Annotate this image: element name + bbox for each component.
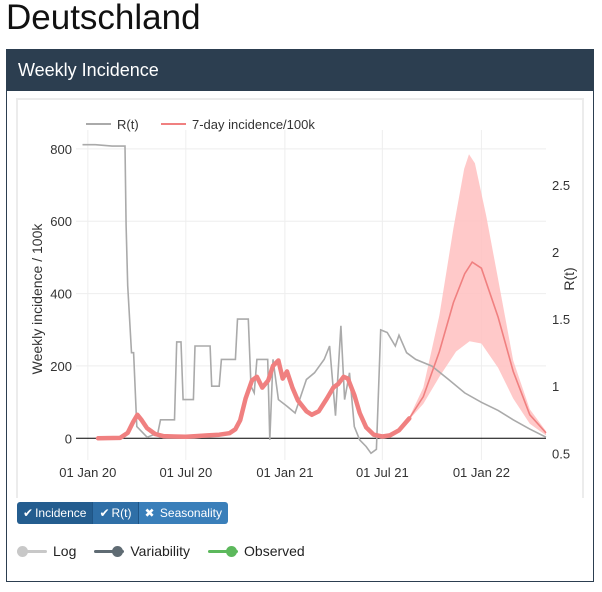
- incidence-button[interactable]: ✔ Incidence: [17, 502, 94, 524]
- y-tick-label: 0: [65, 431, 72, 446]
- y2-tick-label: 1.5: [552, 312, 570, 327]
- y2-tick-label: 2.5: [552, 178, 570, 193]
- page-title: Deutschland: [6, 0, 201, 37]
- observed-toggle-knob: [226, 545, 238, 557]
- incidence-series-line: [95, 358, 412, 441]
- observed-toggle-track: [208, 545, 239, 557]
- rt-button[interactable]: ✔ R(t): [93, 502, 139, 524]
- x-tick-label: 01 Jan 21: [256, 465, 313, 480]
- legend-label-rt: R(t): [117, 117, 139, 132]
- y2-tick-label: 1: [552, 379, 559, 394]
- y-axis-title: Weekly incidence / 100k: [29, 223, 45, 375]
- series-button-group: ✔ Incidence ✔ R(t) ✖ Seasonality: [17, 502, 228, 524]
- projection-band: [409, 154, 546, 436]
- seasonality-button[interactable]: ✖ Seasonality: [138, 502, 228, 524]
- y-tick-label: 600: [50, 214, 72, 229]
- x-tick-label: 01 Jul 20: [159, 465, 212, 480]
- projection-band-area: [409, 154, 546, 436]
- variability-toggle-track: [94, 545, 125, 557]
- log-toggle-knob: [17, 545, 28, 557]
- chart-area: 01 Jan 20 01 Jul 20 01 Jan 21 01 Jul 21 01 J…: [18, 100, 582, 500]
- x-tick-label: 01 Jul 21: [356, 465, 409, 480]
- x-tick-label: 01 Jan 20: [59, 465, 116, 480]
- log-toggle-track: [17, 545, 47, 557]
- projection-series-line: [408, 260, 547, 434]
- x-tick-label: 01 Jan 22: [453, 465, 510, 480]
- chart-legend: R(t) 7-day incidence/100k: [86, 117, 315, 132]
- y-tick-label: 800: [50, 142, 72, 157]
- incidence-chart[interactable]: 01 Jan 20 01 Jul 20 01 Jan 21 01 Jul 21 01 J…: [18, 100, 582, 498]
- check-icon: ✔: [23, 506, 34, 520]
- y-tick-label: 200: [50, 359, 72, 374]
- chart-lines: [82, 143, 547, 455]
- panel-header: Weekly Incidence: [7, 50, 593, 91]
- variability-toggle[interactable]: Variability: [94, 543, 190, 559]
- y2-tick-label: 0.5: [552, 446, 570, 461]
- close-icon: ✖: [144, 506, 155, 520]
- check-icon: ✔: [99, 506, 110, 520]
- y2-tick-label: 2: [552, 245, 559, 260]
- y2-axis-title: R(t): [561, 267, 577, 290]
- chart-panel: Weekly Incidence 01 Jan 20 01 Jul 20 01 Ja…: [6, 49, 594, 582]
- legend-label-incidence: 7-day incidence/100k: [192, 117, 315, 132]
- toggle-row: Log Variability Observed: [17, 540, 323, 562]
- chart-frame: 01 Jan 20 01 Jul 20 01 Jan 21 01 Jul 21 01 J…: [16, 98, 584, 500]
- chart-axes: 01 Jan 20 01 Jul 20 01 Jan 21 01 Jul 21 01 J…: [29, 142, 577, 480]
- y-tick-label: 400: [50, 287, 72, 302]
- log-toggle[interactable]: Log: [17, 543, 76, 559]
- variability-toggle-knob: [112, 545, 124, 557]
- observed-toggle[interactable]: Observed: [208, 543, 305, 559]
